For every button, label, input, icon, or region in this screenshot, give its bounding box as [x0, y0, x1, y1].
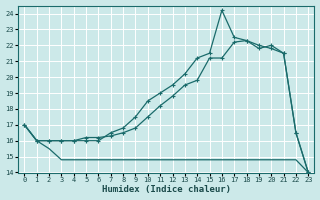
X-axis label: Humidex (Indice chaleur): Humidex (Indice chaleur) [102, 185, 231, 194]
